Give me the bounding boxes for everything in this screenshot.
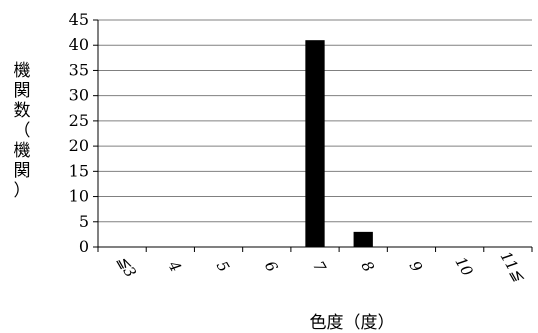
y-tick-label: 5 (79, 212, 89, 231)
x-tick-label: ≦3 (113, 252, 140, 280)
y-tick-label: 10 (69, 187, 89, 206)
x-tick-labels: ≦3 4 5 6 7 8 9 10 11≦ (113, 248, 529, 286)
y-tick-label: 25 (69, 111, 89, 130)
bar (353, 231, 373, 247)
axes-group (97, 20, 533, 252)
bars-group (305, 40, 373, 247)
x-tick-label: 4 (164, 257, 185, 275)
x-tick-label: 9 (406, 258, 427, 276)
x-tick-label: 8 (357, 258, 377, 275)
y-axis-title: 機関数（機関） (14, 61, 31, 201)
y-tick-label: 45 (69, 10, 89, 29)
y-tick-label: 0 (79, 237, 89, 256)
y-tick-label: 20 (69, 136, 89, 155)
x-tick-label: 10 (451, 254, 476, 280)
x-tick-label: 6 (261, 258, 282, 276)
y-tick-label: 35 (69, 60, 89, 79)
bar (305, 40, 325, 247)
x-axis-title: 色度（度） (310, 313, 395, 333)
y-tick-label: 15 (69, 161, 89, 180)
y-tick-label: 30 (69, 86, 89, 105)
y-tick-label: 40 (69, 35, 89, 54)
x-tick-label: 5 (213, 258, 233, 275)
x-tick-label: 11≦ (497, 248, 529, 286)
y-tick-labels: 0 5 10 15 20 25 30 35 40 45 (69, 10, 89, 256)
x-tick-label: 7 (309, 258, 330, 276)
